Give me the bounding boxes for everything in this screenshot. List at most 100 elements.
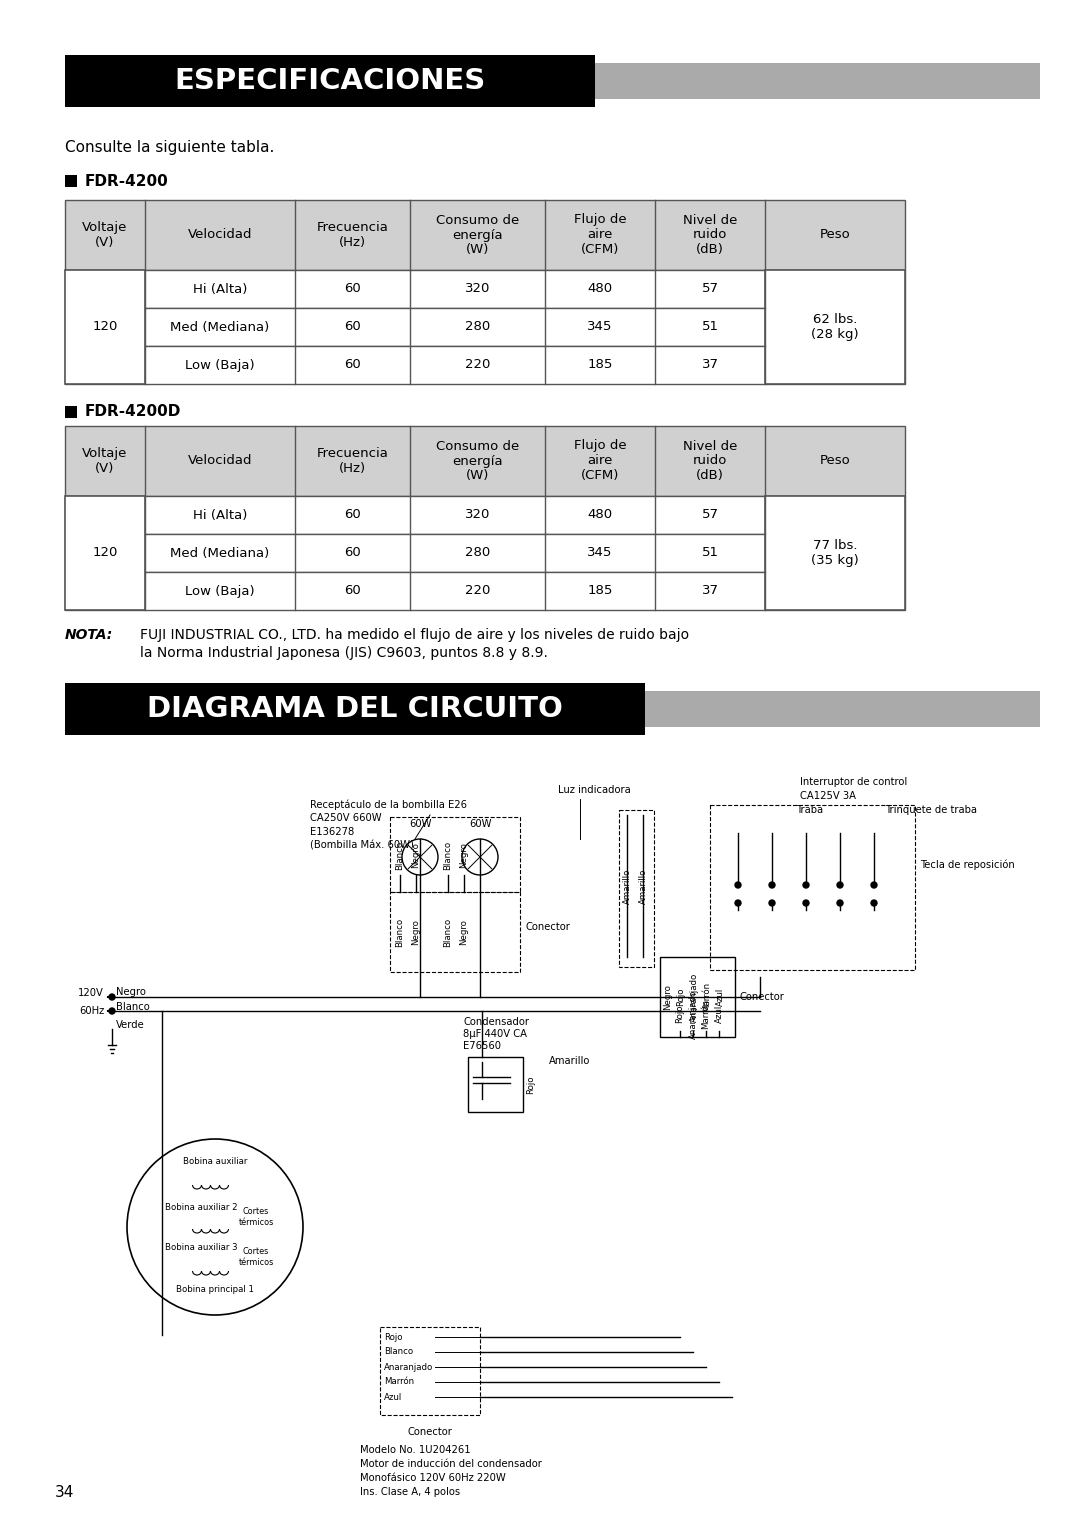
Text: Anaranjado: Anaranjado <box>689 989 698 1039</box>
Text: Bobina auxiliar: Bobina auxiliar <box>183 1158 247 1166</box>
Circle shape <box>769 900 775 906</box>
Text: la Norma Industrial Japonesa (JIS) C9603, puntos 8.8 y 8.9.: la Norma Industrial Japonesa (JIS) C9603… <box>140 646 548 660</box>
Bar <box>65 200 905 270</box>
Text: 185: 185 <box>588 585 612 597</box>
Bar <box>65 426 905 497</box>
Bar <box>65 270 145 384</box>
Text: Rojo: Rojo <box>675 1005 685 1024</box>
Text: Tecla de reposición: Tecla de reposición <box>920 860 1015 871</box>
Text: Cortes
térmicos: Cortes térmicos <box>239 1247 273 1267</box>
Text: 345: 345 <box>588 321 612 333</box>
Bar <box>468 1057 523 1112</box>
Text: 220: 220 <box>464 359 490 371</box>
Text: Frecuencia
(Hz): Frecuencia (Hz) <box>316 222 389 249</box>
Text: 120: 120 <box>92 547 118 559</box>
Text: Negro: Negro <box>116 987 146 996</box>
Text: 320: 320 <box>464 283 490 295</box>
Text: Bobina auxiliar 3: Bobina auxiliar 3 <box>165 1242 238 1251</box>
Text: Cortes
térmicos: Cortes térmicos <box>239 1207 273 1227</box>
Text: Motor de inducción del condensador: Motor de inducción del condensador <box>360 1459 542 1468</box>
Circle shape <box>462 839 498 876</box>
Text: Marrón: Marrón <box>702 983 712 1012</box>
Text: Amarillo: Amarillo <box>638 868 648 903</box>
Text: 37: 37 <box>702 359 718 371</box>
Text: Blanco: Blanco <box>395 840 405 869</box>
Bar <box>595 63 1040 99</box>
Text: Med (Mediana): Med (Mediana) <box>171 321 270 333</box>
Text: Marrón: Marrón <box>702 999 711 1028</box>
Text: 280: 280 <box>464 547 490 559</box>
Bar <box>65 533 905 571</box>
Text: Negro: Negro <box>663 984 673 1010</box>
Text: Verde: Verde <box>116 1021 145 1030</box>
Bar <box>660 957 735 1038</box>
Text: DIAGRAMA DEL CIRCUITO: DIAGRAMA DEL CIRCUITO <box>147 695 563 723</box>
Text: 60: 60 <box>345 547 361 559</box>
Text: Anaranjado: Anaranjado <box>689 972 699 1022</box>
Text: Peso: Peso <box>820 454 850 468</box>
Text: Luz indicadora: Luz indicadora <box>558 785 631 795</box>
Text: 8µF 440V CA: 8µF 440V CA <box>463 1028 527 1039</box>
Text: Hi (Alta): Hi (Alta) <box>193 509 247 521</box>
Circle shape <box>769 882 775 888</box>
Text: FDR-4200: FDR-4200 <box>85 174 168 188</box>
Text: 220: 220 <box>464 585 490 597</box>
Circle shape <box>837 900 843 906</box>
Text: Condensador: Condensador <box>463 1018 529 1027</box>
Text: 60W: 60W <box>469 819 491 830</box>
Text: E76560: E76560 <box>463 1041 501 1051</box>
Circle shape <box>735 882 741 888</box>
Text: Nivel de
ruido
(dB): Nivel de ruido (dB) <box>683 214 738 257</box>
Text: Velocidad: Velocidad <box>188 229 253 241</box>
Text: Rojo: Rojo <box>676 987 686 1007</box>
Text: Rojo: Rojo <box>384 1332 403 1342</box>
Text: 62 lbs.
(28 kg): 62 lbs. (28 kg) <box>811 313 859 341</box>
Text: Rojo: Rojo <box>527 1076 536 1094</box>
Text: FDR-4200D: FDR-4200D <box>85 405 181 420</box>
Bar <box>390 892 519 972</box>
Text: 60Hz: 60Hz <box>79 1005 104 1016</box>
Bar <box>645 691 1040 727</box>
Text: 51: 51 <box>702 321 718 333</box>
Text: Blanco: Blanco <box>384 1348 414 1357</box>
Text: Receptáculo de la bombilla E26: Receptáculo de la bombilla E26 <box>310 799 467 810</box>
Text: Traba: Traba <box>796 805 824 814</box>
Text: Ins. Clase A, 4 polos: Ins. Clase A, 4 polos <box>360 1487 460 1497</box>
Circle shape <box>837 882 843 888</box>
Text: Conector: Conector <box>740 992 785 1002</box>
Text: Marrón: Marrón <box>384 1378 414 1386</box>
Text: Anaranjado: Anaranjado <box>384 1363 433 1372</box>
Text: (Bombilla Máx. 60W): (Bombilla Máx. 60W) <box>310 840 414 851</box>
Text: 34: 34 <box>55 1485 75 1500</box>
Bar <box>65 270 905 309</box>
Text: Velocidad: Velocidad <box>188 454 253 468</box>
Text: Azul: Azul <box>715 1005 724 1024</box>
Text: Amarillo: Amarillo <box>550 1056 591 1067</box>
Text: 77 lbs.
(35 kg): 77 lbs. (35 kg) <box>811 539 859 567</box>
Text: Consumo de
energía
(W): Consumo de energía (W) <box>436 440 519 483</box>
Circle shape <box>735 900 741 906</box>
Text: Flujo de
aire
(CFM): Flujo de aire (CFM) <box>573 440 626 483</box>
Bar <box>65 406 77 419</box>
Text: 60: 60 <box>345 359 361 371</box>
Bar <box>65 683 645 735</box>
Text: Negro: Negro <box>459 842 469 868</box>
Text: Hi (Alta): Hi (Alta) <box>193 283 247 295</box>
Text: CA250V 660W: CA250V 660W <box>310 813 381 824</box>
Circle shape <box>804 900 809 906</box>
Text: Azul: Azul <box>384 1392 402 1401</box>
Circle shape <box>870 882 877 888</box>
Text: 57: 57 <box>702 283 718 295</box>
Bar <box>230 1245 282 1268</box>
Text: Low (Baja): Low (Baja) <box>185 585 255 597</box>
Text: Monofásico 120V 60Hz 220W: Monofásico 120V 60Hz 220W <box>360 1473 505 1484</box>
Text: Negro: Negro <box>459 918 469 944</box>
Bar <box>65 497 145 610</box>
Text: Trinquete de traba: Trinquete de traba <box>885 805 977 814</box>
Text: Blanco: Blanco <box>444 917 453 946</box>
Text: 120: 120 <box>92 321 118 333</box>
Text: Nivel de
ruido
(dB): Nivel de ruido (dB) <box>683 440 738 483</box>
Text: Interruptor de control: Interruptor de control <box>800 778 907 787</box>
Text: Conector: Conector <box>407 1427 453 1436</box>
Text: 60: 60 <box>345 321 361 333</box>
